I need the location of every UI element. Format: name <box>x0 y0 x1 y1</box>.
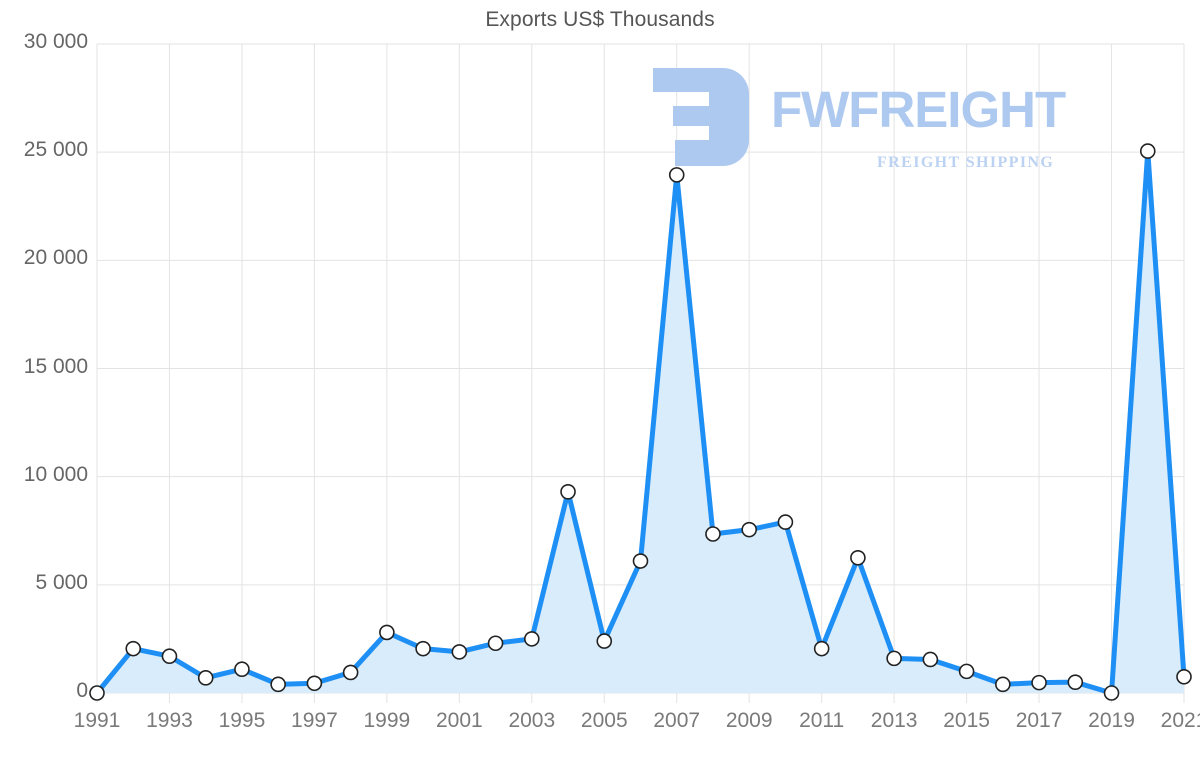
data-point <box>306 675 323 692</box>
y-axis-tick: 30 000 <box>23 30 88 53</box>
data-point <box>523 631 540 647</box>
data-point <box>850 549 866 566</box>
data-point <box>705 526 721 542</box>
data-point <box>342 664 359 681</box>
data-point <box>234 661 250 678</box>
x-axis-tick: 2015 <box>943 709 990 732</box>
x-axis-tick: 2001 <box>435 709 483 732</box>
data-point <box>596 633 613 649</box>
x-axis-tick: 2021 <box>1160 709 1200 732</box>
data-point <box>161 648 178 665</box>
data-point <box>451 644 468 660</box>
data-point <box>668 167 685 183</box>
data-point <box>487 635 504 652</box>
x-axis-tick: 1995 <box>218 709 266 732</box>
y-axis-tick: 0 <box>76 679 88 702</box>
data-point <box>1103 685 1120 701</box>
x-axis-tick: 1993 <box>146 709 193 732</box>
x-axis-tick: 2005 <box>580 709 628 732</box>
x-axis-tick: 2017 <box>1015 709 1063 732</box>
y-axis-tick: 10 000 <box>23 462 88 486</box>
data-point <box>270 676 286 693</box>
y-axis-tick: 20 000 <box>23 246 88 270</box>
data-point <box>1176 668 1192 685</box>
data-point <box>125 640 142 657</box>
data-point <box>632 553 649 569</box>
data-point <box>560 484 576 500</box>
data-point <box>1139 143 1156 159</box>
data-point <box>197 670 214 686</box>
y-axis-tick: 25 000 <box>23 138 88 162</box>
data-point <box>379 624 395 641</box>
data-point <box>741 521 758 538</box>
x-axis-tick: 1999 <box>363 709 411 732</box>
chart-title: Exports US$ Thousands <box>485 8 715 31</box>
x-axis-tick: 1997 <box>291 709 338 732</box>
x-axis-tick: 2007 <box>653 709 701 732</box>
x-axis-tick: 2013 <box>870 709 918 732</box>
data-point <box>995 676 1011 693</box>
x-axis-tick: 1991 <box>73 709 121 732</box>
data-point <box>922 651 939 668</box>
y-axis-tick: 5 000 <box>35 570 88 594</box>
x-axis-tick: 2009 <box>725 709 773 732</box>
data-point <box>777 514 794 530</box>
data-points <box>89 143 1192 701</box>
data-point <box>1031 674 1047 691</box>
data-point <box>958 663 975 680</box>
x-axis-tick: 2019 <box>1088 709 1135 732</box>
data-point <box>813 640 830 657</box>
y-axis-tick: 15 000 <box>23 354 88 378</box>
x-axis-tick: 2003 <box>508 709 556 732</box>
data-point <box>415 640 431 657</box>
data-point <box>886 650 902 667</box>
data-point <box>1067 674 1084 690</box>
area-fill <box>97 151 1184 693</box>
data-point <box>89 685 105 701</box>
x-axis-tick: 2011 <box>799 709 845 732</box>
